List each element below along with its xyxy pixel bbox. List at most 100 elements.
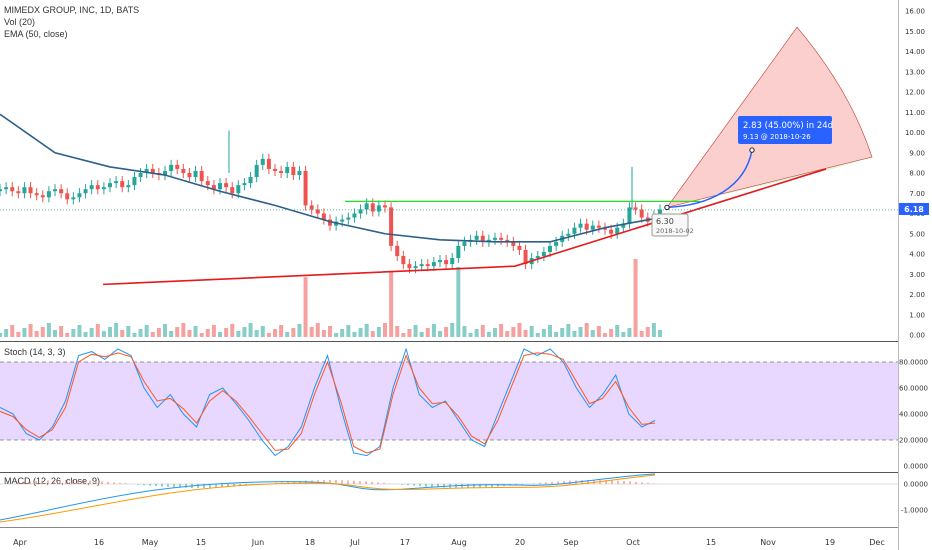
price-tick-label: 4.00 (909, 251, 925, 259)
candle (493, 237, 497, 240)
stoch-label: Stoch (14, 3, 3) (4, 347, 66, 357)
candle (163, 170, 167, 176)
volume-bar (132, 333, 137, 337)
volume-bar (413, 325, 418, 337)
price-tick-label: 8.00 (909, 170, 925, 178)
price-tick-label: 16.00 (905, 8, 925, 16)
volume-bar (389, 271, 394, 337)
tooltip-date: 2018-10-02 (656, 227, 694, 235)
volume-bar (450, 323, 455, 337)
price-tick-label: 15.00 (905, 28, 925, 36)
candle (89, 185, 94, 190)
candle (28, 187, 33, 194)
candle (254, 164, 259, 178)
candle (126, 185, 131, 188)
volume-bar (46, 323, 51, 337)
volume-bar (89, 328, 94, 337)
time-tick-label: 16 (94, 538, 104, 547)
candle (395, 245, 400, 257)
volume-bar (401, 333, 406, 337)
candle (590, 225, 595, 230)
price-tick-label: 3.00 (909, 271, 925, 279)
volume-bar (309, 327, 314, 337)
volume-bar (169, 331, 174, 337)
price-tick-label: 12.00 (905, 89, 925, 97)
volume-bar (468, 333, 473, 337)
candle (22, 187, 27, 194)
volume-bar (645, 327, 650, 337)
volume-bar (205, 329, 210, 337)
volume-bar (77, 325, 82, 337)
time-tick-label: 17 (400, 538, 410, 547)
candle (615, 227, 620, 234)
volume-bar (505, 331, 510, 337)
time-tick-label: Dec (869, 538, 884, 547)
ema-label: EMA (50, close) (4, 29, 68, 39)
candle (132, 177, 137, 186)
volume-bar (456, 267, 461, 337)
candle (407, 264, 412, 269)
candle (584, 223, 589, 230)
volume-bar (4, 329, 9, 337)
candle (230, 187, 235, 194)
candle (0, 189, 2, 192)
candle (175, 164, 180, 169)
candle (205, 181, 210, 186)
candle (95, 185, 100, 190)
candle (633, 207, 638, 210)
volume-bar (627, 328, 632, 337)
candle (370, 203, 375, 212)
volume-bar (156, 328, 161, 337)
candle (16, 191, 21, 194)
volume-bar (83, 332, 88, 337)
price-tick-label: 5.00 (909, 230, 925, 238)
candle (401, 256, 406, 265)
price-tick-label: 11.00 (905, 109, 925, 117)
candle (328, 219, 332, 226)
candle (383, 205, 387, 208)
volume-bar (523, 330, 528, 337)
volume-bar (658, 330, 662, 337)
candle (303, 170, 308, 206)
price-pane (0, 26, 898, 337)
candle (236, 185, 241, 194)
candle (40, 195, 45, 198)
volume-bar (10, 325, 15, 337)
support-trendline (102, 168, 827, 286)
candle (340, 219, 345, 222)
volume-bar (578, 327, 583, 337)
volume-bar (493, 328, 497, 337)
volume-bar (242, 327, 247, 337)
candle (193, 170, 198, 178)
volume-bar (609, 329, 614, 337)
time-tick-label: Nov (760, 538, 776, 547)
candle (511, 241, 516, 246)
candle (248, 177, 253, 184)
candle (578, 223, 583, 228)
volume-bar (181, 323, 186, 337)
candle (389, 207, 394, 246)
volume-bar (126, 326, 131, 337)
candle (621, 223, 626, 228)
volume-bar (370, 331, 375, 337)
volume-bar (590, 330, 595, 337)
candle (352, 213, 357, 218)
volume-bar (59, 326, 64, 337)
time-tick-label: Sep (563, 538, 578, 547)
stoch-d-line (0, 352, 656, 454)
time-tick-label: May (142, 538, 159, 547)
volume-bar (22, 328, 27, 337)
candle (10, 187, 15, 192)
candle (315, 209, 320, 214)
volume-bar (321, 330, 326, 337)
candle (260, 158, 265, 165)
candle (266, 158, 271, 169)
macd-pane (0, 473, 898, 523)
volume-bar (334, 333, 339, 337)
volume-bar (297, 324, 302, 337)
candle (71, 197, 76, 200)
volume-bar (541, 329, 546, 337)
candle (535, 256, 540, 259)
volume-bar (438, 331, 442, 337)
